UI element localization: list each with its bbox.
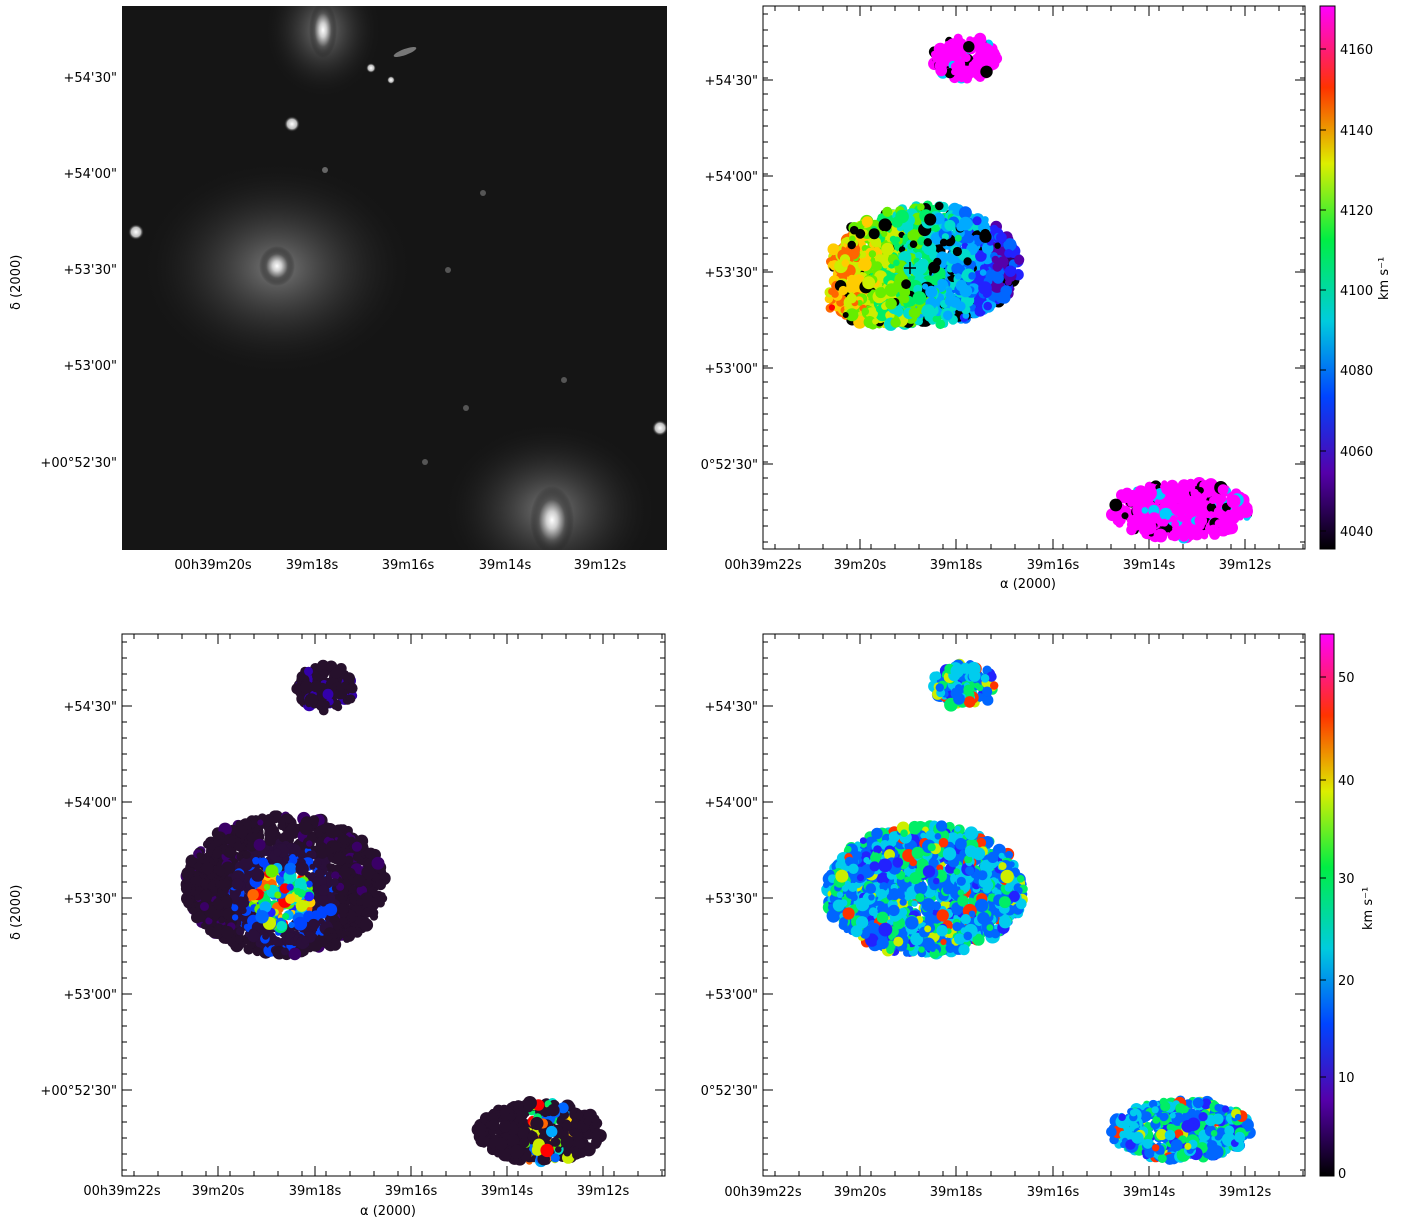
ra-tick-label: 39m18s: [286, 558, 339, 573]
dec-tick-label: +00°52'30": [700, 458, 758, 473]
dec-axis-label: δ (2000): [9, 885, 24, 940]
dec-axis-label: δ (2000): [9, 255, 24, 310]
ra-tick-label: 39m16s: [1027, 1185, 1080, 1200]
velocity-field-svg: +54'30" +54'00" +53'30" +53'00" +00°52'30" 00…: [700, 0, 1406, 600]
galaxy-center: [259, 246, 295, 286]
colorbar-tick-label: 4120: [1340, 204, 1373, 219]
dec-tick-label: +54'00": [704, 170, 758, 185]
dispersion-colorbar: [1320, 634, 1334, 1176]
colorbar-tick-label: 10: [1338, 1071, 1355, 1086]
colorbar-tick-label: 4060: [1340, 445, 1373, 460]
ra-tick-label: 39m18s: [930, 558, 983, 573]
velocity-colorbar: [1320, 6, 1335, 549]
ra-tick-label: 39m20s: [192, 1184, 245, 1199]
ra-tick-label: 39m18s: [930, 1185, 983, 1200]
panel-velocity-field: +54'30" +54'00" +53'30" +53'00" +00°52'30" 00…: [700, 0, 1406, 600]
colorbar-unit-label: km s⁻¹: [1361, 887, 1376, 930]
ra-tick-label: 39m14s: [1123, 558, 1176, 573]
ra-tick-label: 39m12s: [577, 1184, 630, 1199]
dec-tick-label: +53'00": [704, 362, 758, 377]
dec-tick-label: +54'00": [63, 796, 117, 811]
ra-axis-label: α (2000): [360, 1204, 416, 1219]
dec-tick-label: +53'30": [704, 266, 758, 281]
dec-tick-label: +53'00": [63, 359, 117, 374]
ra-tick-label: 39m12s: [574, 558, 627, 573]
dec-tick-label: +54'00": [704, 796, 758, 811]
panel-intensity-map: +54'30" +54'00" +53'30" +53'00" +00°52'30" 00…: [0, 600, 700, 1222]
dec-tick-label: +53'30": [63, 892, 117, 907]
dec-tick-label: +00°52'30": [40, 1084, 117, 1099]
galaxy-top: [309, 2, 337, 58]
ra-tick-label: 39m12s: [1219, 1185, 1272, 1200]
star: [366, 63, 376, 73]
intensity-pixels: [181, 660, 607, 1167]
velocity-pixels: [825, 33, 1254, 544]
colorbar-tick-label: 4140: [1340, 124, 1373, 139]
ra-tick-label: 39m16s: [1027, 558, 1080, 573]
intensity-map-svg: +54'30" +54'00" +53'30" +53'00" +00°52'30" 00…: [0, 600, 700, 1222]
colorbar-tick-label: 0: [1338, 1167, 1346, 1182]
star: [284, 116, 300, 132]
star: [128, 224, 144, 240]
panel-optical-image: +54'30" +54'00" +53'30" +53'00" +00°52'30" 0…: [0, 0, 700, 600]
ra-tick-label: 39m14s: [479, 558, 532, 573]
dec-tick-label: +53'30": [704, 892, 758, 907]
star: [652, 420, 668, 436]
ra-tick-label: 39m14s: [481, 1184, 534, 1199]
optical-image-svg: +54'30" +54'00" +53'30" +53'00" +00°52'30" 0…: [0, 0, 700, 600]
colorbar-tick-label: 40: [1338, 774, 1355, 789]
dec-tick-label: +54'30": [63, 71, 117, 86]
ra-axis-label: α (2000): [1000, 577, 1056, 592]
dec-tick-label: +54'30": [704, 700, 758, 715]
ra-tick-label: 39m20s: [834, 558, 887, 573]
dispersion-map-svg: +54'30"+54'00"+53'30"+53'00"+00°52'30"00…: [700, 600, 1406, 1222]
ra-tick-label: 00h39m22s: [83, 1184, 161, 1199]
dec-tick-label: +53'00": [704, 988, 758, 1003]
colorbar-tick-label: 4100: [1340, 284, 1373, 299]
colorbar-tick-label: 4040: [1340, 525, 1373, 540]
ra-tick-label: 39m14s: [1123, 1185, 1176, 1200]
colorbar-unit-label: km s⁻¹: [1377, 257, 1392, 300]
ra-tick-label: 00h39m20s: [174, 558, 252, 573]
dec-tick-label: +54'30": [704, 74, 758, 89]
colorbar-tick-label: 30: [1338, 872, 1355, 887]
dec-tick-label: +00°52'30": [40, 456, 117, 471]
panel-dispersion-map: +54'30"+54'00"+53'30"+53'00"+00°52'30"00…: [700, 600, 1406, 1222]
dec-tick-label: +00°52'30": [700, 1084, 758, 1099]
dec-tick-label: +53'30": [63, 263, 117, 278]
dec-tick-label: +53'00": [63, 988, 117, 1003]
star: [387, 76, 395, 84]
galaxy-bottom-right: [530, 486, 574, 554]
ra-tick-label: 39m18s: [289, 1184, 342, 1199]
colorbar-tick-label: 4160: [1340, 43, 1373, 58]
ra-tick-label: 00h39m22s: [724, 558, 802, 573]
ra-tick-label: 00h39m22s: [724, 1185, 802, 1200]
ra-tick-label: 39m16s: [385, 1184, 438, 1199]
ra-tick-label: 39m16s: [382, 558, 435, 573]
dec-tick-label: +54'00": [63, 167, 117, 182]
dispersion-pixels: [821, 659, 1256, 1165]
ra-tick-label: 39m12s: [1219, 558, 1272, 573]
colorbar-tick-label: 50: [1338, 671, 1355, 686]
colorbar-tick-label: 20: [1338, 974, 1355, 989]
colorbar-tick-label: 4080: [1340, 364, 1373, 379]
ra-tick-label: 39m20s: [834, 1185, 887, 1200]
dec-tick-label: +54'30": [63, 700, 117, 715]
